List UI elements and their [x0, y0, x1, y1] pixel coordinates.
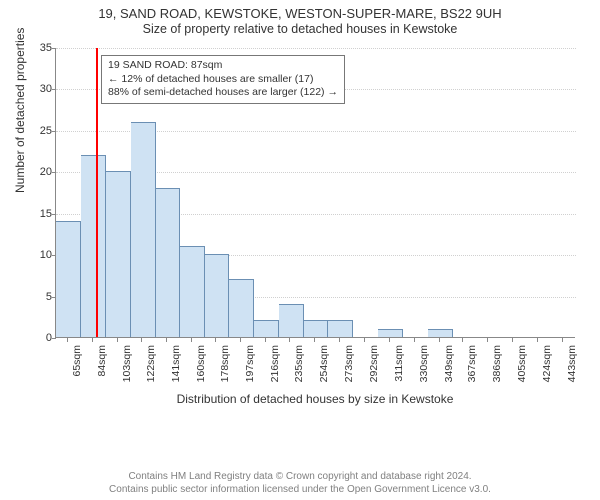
- histogram-bar: [205, 254, 229, 337]
- histogram-bar: [180, 246, 205, 337]
- histogram-bar: [428, 329, 453, 337]
- x-tick-mark: [240, 338, 241, 342]
- x-tick-mark: [265, 338, 266, 342]
- x-tick-label: 273sqm: [343, 345, 355, 395]
- y-tick-label: 5: [26, 291, 52, 303]
- y-tick-label: 25: [26, 125, 52, 137]
- y-axis-label: Number of detached properties: [13, 28, 27, 193]
- histogram-bar: [81, 155, 106, 337]
- histogram-bar: [156, 188, 181, 337]
- x-tick-label: 103sqm: [121, 345, 133, 395]
- footer-attribution: Contains HM Land Registry data © Crown c…: [0, 471, 600, 496]
- x-tick-label: 311sqm: [393, 345, 405, 395]
- x-tick-mark: [141, 338, 142, 342]
- annotation-box: 19 SAND ROAD: 87sqm← 12% of detached hou…: [101, 55, 345, 104]
- x-tick-mark: [389, 338, 390, 342]
- y-tick-label: 20: [26, 166, 52, 178]
- x-tick-label: 178sqm: [219, 345, 231, 395]
- histogram-bar: [279, 304, 304, 337]
- x-tick-label: 405sqm: [516, 345, 528, 395]
- histogram-bar: [304, 320, 329, 337]
- x-tick-label: 254sqm: [318, 345, 330, 395]
- x-tick-mark: [215, 338, 216, 342]
- x-tick-label: 65sqm: [71, 345, 83, 395]
- x-tick-label: 424sqm: [541, 345, 553, 395]
- histogram-chart: Number of detached properties 0510152025…: [55, 48, 575, 408]
- subject-marker-line: [96, 48, 98, 337]
- y-tick-label: 0: [26, 332, 52, 344]
- plot-area: 0510152025303519 SAND ROAD: 87sqm← 12% o…: [55, 48, 575, 338]
- x-tick-mark: [512, 338, 513, 342]
- x-tick-mark: [166, 338, 167, 342]
- x-tick-label: 141sqm: [170, 345, 182, 395]
- x-tick-mark: [67, 338, 68, 342]
- x-tick-label: 330sqm: [418, 345, 430, 395]
- y-tick-label: 10: [26, 249, 52, 261]
- x-tick-label: 386sqm: [491, 345, 503, 395]
- x-tick-mark: [92, 338, 93, 342]
- x-tick-label: 160sqm: [195, 345, 207, 395]
- x-tick-mark: [339, 338, 340, 342]
- annotation-line: ← 12% of detached houses are smaller (17…: [108, 73, 338, 87]
- x-tick-mark: [117, 338, 118, 342]
- annotation-line: 88% of semi-detached houses are larger (…: [108, 86, 338, 100]
- x-tick-label: 84sqm: [96, 345, 108, 395]
- histogram-bar: [378, 329, 403, 337]
- y-tick-label: 30: [26, 83, 52, 95]
- x-tick-mark: [289, 338, 290, 342]
- x-tick-mark: [314, 338, 315, 342]
- y-tick-label: 35: [26, 42, 52, 54]
- x-tick-mark: [537, 338, 538, 342]
- x-tick-label: 122sqm: [145, 345, 157, 395]
- x-tick-label: 292sqm: [368, 345, 380, 395]
- histogram-bar: [254, 320, 279, 337]
- histogram-bar: [328, 320, 353, 337]
- histogram-bar: [229, 279, 254, 337]
- x-tick-label: 443sqm: [566, 345, 578, 395]
- page-title-subtitle: Size of property relative to detached ho…: [0, 22, 600, 36]
- x-tick-mark: [364, 338, 365, 342]
- x-tick-mark: [487, 338, 488, 342]
- x-tick-label: 367sqm: [466, 345, 478, 395]
- x-tick-mark: [439, 338, 440, 342]
- x-tick-label: 216sqm: [269, 345, 281, 395]
- annotation-line: 19 SAND ROAD: 87sqm: [108, 59, 338, 73]
- page-title-address: 19, SAND ROAD, KEWSTOKE, WESTON-SUPER-MA…: [0, 6, 600, 21]
- footer-line-1: Contains HM Land Registry data © Crown c…: [0, 471, 600, 484]
- x-tick-mark: [414, 338, 415, 342]
- x-tick-label: 235sqm: [293, 345, 305, 395]
- histogram-bar: [56, 221, 81, 337]
- gridline: [56, 48, 576, 49]
- footer-line-2: Contains public sector information licen…: [0, 484, 600, 497]
- histogram-bar: [106, 171, 131, 337]
- x-tick-mark: [562, 338, 563, 342]
- y-tick-label: 15: [26, 208, 52, 220]
- histogram-bar: [131, 122, 156, 337]
- x-tick-label: 197sqm: [244, 345, 256, 395]
- x-tick-mark: [191, 338, 192, 342]
- x-tick-mark: [462, 338, 463, 342]
- x-tick-label: 349sqm: [443, 345, 455, 395]
